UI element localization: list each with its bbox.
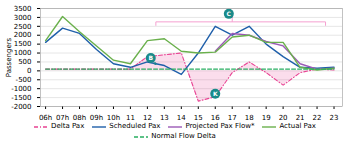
svg-text:1500: 1500 xyxy=(14,40,32,48)
svg-text:K: K xyxy=(213,90,218,97)
svg-text:20: 20 xyxy=(279,114,288,122)
svg-text:10h: 10h xyxy=(107,114,120,122)
html-text:Normal Flow Delta: Normal Flow Delta xyxy=(151,132,216,140)
svg-text:08h: 08h xyxy=(73,114,86,122)
svg-text:14: 14 xyxy=(177,114,186,122)
svg-text:3000: 3000 xyxy=(14,14,32,22)
svg-text:16: 16 xyxy=(211,114,220,122)
svg-text:3500: 3500 xyxy=(14,5,32,13)
html-text:Actual Pax: Actual Pax xyxy=(279,122,316,130)
svg-text:-500: -500 xyxy=(16,76,32,84)
svg-text:C: C xyxy=(227,10,232,17)
svg-text:-2000: -2000 xyxy=(11,103,31,111)
svg-text:12: 12 xyxy=(143,114,152,122)
html-text:Delta Pax: Delta Pax xyxy=(51,122,85,130)
svg-text:06h: 06h xyxy=(39,114,52,122)
svg-text:22: 22 xyxy=(313,114,322,122)
svg-text:07h: 07h xyxy=(56,114,69,122)
svg-text:21: 21 xyxy=(296,114,305,122)
svg-text:Passengers: Passengers xyxy=(5,37,13,77)
svg-text:11: 11 xyxy=(126,114,135,122)
svg-text:-1000: -1000 xyxy=(11,85,31,93)
svg-text:19: 19 xyxy=(262,114,271,122)
svg-text:15: 15 xyxy=(194,114,203,122)
svg-text:B: B xyxy=(148,54,153,61)
svg-text:2500: 2500 xyxy=(14,23,32,31)
html-text:Scheduled Pax: Scheduled Pax xyxy=(109,122,161,130)
svg-text:17: 17 xyxy=(228,114,237,122)
svg-text:2000: 2000 xyxy=(14,31,32,39)
svg-text:13: 13 xyxy=(160,114,169,122)
html-text:Projected Pax Flow*: Projected Pax Flow* xyxy=(185,122,255,130)
svg-text:500: 500 xyxy=(18,58,31,66)
svg-text:23: 23 xyxy=(330,114,339,122)
svg-text:18: 18 xyxy=(245,114,254,122)
svg-text:1000: 1000 xyxy=(14,49,32,57)
svg-text:-1500: -1500 xyxy=(11,94,31,102)
svg-text:0: 0 xyxy=(27,67,31,75)
svg-text:09h: 09h xyxy=(90,114,103,122)
